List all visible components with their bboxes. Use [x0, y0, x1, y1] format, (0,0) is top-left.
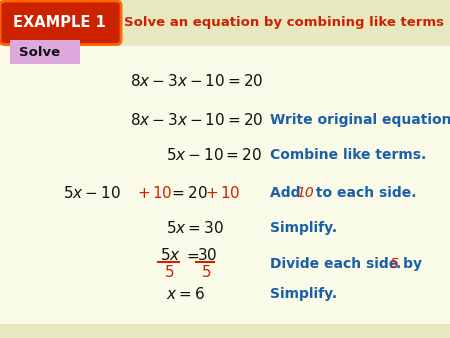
Text: $5x$: $5x$	[160, 247, 180, 263]
Text: $5x = 30$: $5x = 30$	[166, 220, 224, 236]
Text: $8x - 3x - 10 = 20$: $8x - 3x - 10 = 20$	[130, 73, 264, 89]
Text: EXAMPLE 1: EXAMPLE 1	[14, 15, 106, 30]
FancyBboxPatch shape	[0, 1, 121, 45]
Text: .: .	[396, 257, 401, 271]
Text: $5x - 10$: $5x - 10$	[63, 185, 121, 201]
Text: 5: 5	[389, 257, 398, 271]
Text: Combine like terms.: Combine like terms.	[270, 148, 426, 163]
Text: $5$: $5$	[164, 264, 175, 280]
Text: Divide each side by: Divide each side by	[270, 257, 427, 271]
Text: Write original equation.: Write original equation.	[270, 113, 450, 127]
Bar	[0, 0, 450, 46]
Text: $5x - 10 = 20$: $5x - 10 = 20$	[166, 147, 262, 164]
Text: $=$: $=$	[184, 248, 200, 263]
Text: $+\,10$: $+\,10$	[137, 185, 173, 201]
Text: $+\,10$: $+\,10$	[205, 185, 240, 201]
Text: Add: Add	[270, 186, 306, 200]
Text: Solve an equation by combining like terms: Solve an equation by combining like term…	[124, 16, 444, 29]
Text: 10: 10	[296, 186, 314, 200]
Text: $30$: $30$	[197, 247, 217, 263]
Text: Simplify.: Simplify.	[270, 287, 337, 301]
Text: $8x - 3x - 10 = 20$: $8x - 3x - 10 = 20$	[130, 112, 264, 128]
Text: Simplify.: Simplify.	[270, 221, 337, 235]
Bar	[0, 324, 450, 338]
Text: to each side.: to each side.	[311, 186, 417, 200]
Text: $x = 6$: $x = 6$	[166, 286, 205, 302]
FancyBboxPatch shape	[10, 40, 80, 64]
Text: Solve: Solve	[19, 46, 60, 58]
Text: $5$: $5$	[201, 264, 212, 280]
Text: $= 20$: $= 20$	[169, 185, 208, 201]
